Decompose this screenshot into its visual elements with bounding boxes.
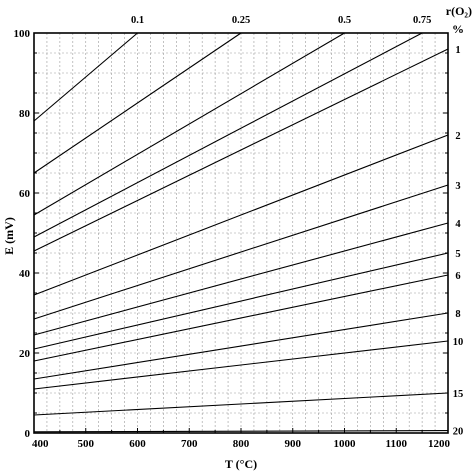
plot-frame	[33, 32, 449, 434]
x-tick-label: 1100	[386, 438, 408, 450]
x-tick-label: 600	[129, 438, 146, 450]
y-axis-label: E (mV)	[2, 217, 16, 255]
series-label: 3	[455, 181, 460, 192]
right-unit-label: %	[452, 22, 464, 36]
y-tick-label: 60	[19, 188, 31, 200]
series-line	[33, 32, 423, 238]
series-label: 0.5	[338, 15, 351, 26]
series-label: 10	[453, 337, 464, 348]
series-label: 1	[455, 45, 460, 56]
series-line	[33, 32, 242, 174]
y-tick-label: 100	[14, 28, 31, 40]
series-label: 4	[455, 219, 461, 230]
series-label: 0.1	[131, 15, 144, 26]
y-tick-label: 40	[19, 268, 31, 280]
series-label: 0.75	[413, 15, 431, 26]
series-label: 2	[455, 131, 460, 142]
series-labels: 0.1 0.25 0.5 0.75 1 2 3 4 5 6 8 10 15 20	[131, 15, 463, 438]
series-line	[33, 48, 449, 252]
x-tick-label: 800	[233, 438, 250, 450]
series-line	[33, 274, 449, 362]
series-label: 5	[455, 249, 460, 260]
series-lines	[33, 32, 449, 433]
x-tick-label: 1200	[428, 438, 451, 450]
grid	[34, 33, 448, 433]
series-label: 8	[455, 309, 460, 320]
series-line	[33, 340, 449, 390]
series-line	[33, 312, 449, 380]
series-label: 15	[453, 389, 464, 400]
series-line	[33, 32, 345, 216]
x-tick-label: 700	[181, 438, 198, 450]
series-label: 20	[453, 427, 464, 438]
series-label: 0.25	[232, 15, 250, 26]
series-label: 6	[455, 271, 460, 282]
x-tick-label: 900	[285, 438, 302, 450]
x-tick-label: 1000	[334, 438, 357, 450]
x-tick-label: 500	[78, 438, 95, 450]
x-axis-label: T (°C)	[225, 457, 257, 471]
series-line	[33, 32, 138, 122]
series-line	[33, 222, 449, 336]
x-tick-label: 400	[32, 438, 49, 450]
y-tick-label: 20	[19, 348, 31, 360]
series-line	[33, 392, 449, 416]
series-line	[33, 134, 449, 296]
series-line	[33, 184, 449, 320]
y-tick-label: 0	[25, 428, 31, 440]
top-right-label: r(O₂)	[446, 4, 472, 18]
y-tick-label: 80	[19, 108, 31, 120]
series-line	[33, 252, 449, 350]
series-line	[33, 430, 449, 433]
tick-labels: 400 500 600 700 800 900 1000 1100 1200 0 20 40 60 80 1…	[14, 28, 451, 450]
